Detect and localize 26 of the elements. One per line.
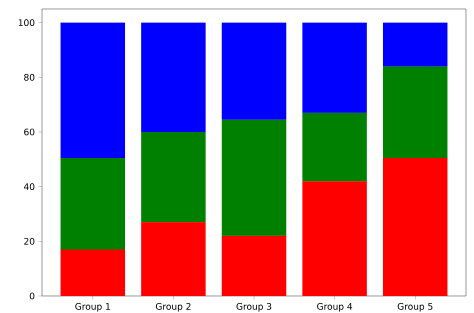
y-tick-label: 80 <box>24 74 34 81</box>
y-tick-label: 0 <box>30 292 34 300</box>
bar <box>60 158 126 250</box>
x-tick-label: Group 4 <box>317 303 352 312</box>
bar <box>60 250 126 296</box>
x-tick-label: Group 5 <box>398 303 432 312</box>
bar <box>141 22 206 132</box>
bar <box>382 66 448 158</box>
bar <box>302 181 367 296</box>
bar <box>60 22 126 158</box>
y-tick-label: 60 <box>24 128 34 136</box>
bar <box>302 112 367 182</box>
x-tick-label: Group 3 <box>236 303 272 312</box>
bar <box>382 22 448 66</box>
x-tick-label: Group 1 <box>75 303 110 312</box>
y-tick-label: 40 <box>24 183 34 190</box>
bar <box>222 22 286 120</box>
bar <box>382 158 448 296</box>
bar <box>222 236 286 296</box>
bar <box>302 22 367 113</box>
x-tick-label: Group 2 <box>156 303 190 312</box>
y-tick-label: 20 <box>24 238 34 245</box>
y-tick-label: 100 <box>18 19 34 26</box>
bar <box>141 132 206 222</box>
bar <box>141 222 206 296</box>
bar <box>222 120 286 236</box>
